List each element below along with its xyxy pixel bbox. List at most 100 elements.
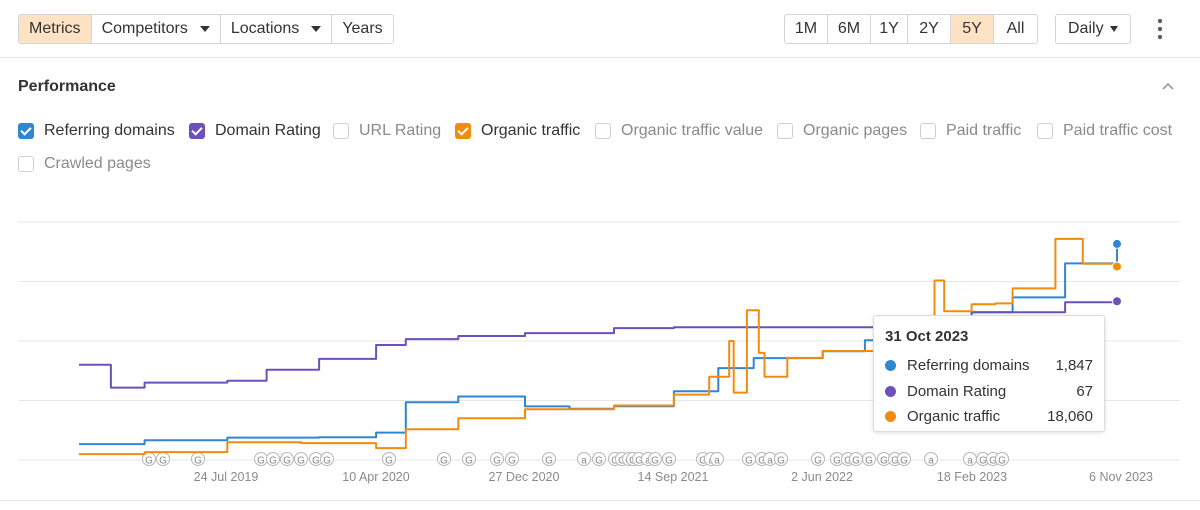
annotation-marker-icon — [662, 452, 676, 466]
annotation-marker-label: a — [645, 456, 651, 467]
toolbar: Metrics Competitors Locations Years 1M 6… — [0, 0, 1200, 58]
kebab-menu-icon[interactable] — [1154, 19, 1166, 39]
annotation-marker-label: G — [297, 456, 305, 467]
range-5y-button[interactable]: 5Y — [951, 15, 994, 43]
chart-tooltip: 31 Oct 2023 Referring domains 1,847 Doma… — [873, 315, 1105, 432]
series-dot-icon — [885, 385, 896, 397]
checkbox-unchecked[interactable] — [1037, 123, 1053, 139]
locations-dropdown[interactable]: Locations — [221, 15, 333, 43]
annotation-marker-label: G — [833, 456, 841, 467]
annotation-marker-label: G — [493, 456, 501, 467]
legend-label: URL Rating — [359, 122, 442, 139]
series-dot-icon — [885, 360, 896, 372]
legend-paid-traffic-cost[interactable]: Paid traffic cost — [1037, 122, 1172, 140]
annotation-marker-label: G — [891, 456, 899, 467]
tooltip-series-name: Domain Rating — [907, 382, 1007, 400]
range-all-button[interactable]: All — [1006, 20, 1025, 37]
annotation-marker-icon — [577, 452, 591, 466]
legend-organic-traffic-value[interactable]: Organic traffic value — [595, 122, 763, 140]
tab-label: Years — [342, 20, 383, 37]
annotation-marker-label: G — [665, 456, 673, 467]
range-1m-button[interactable]: 1M — [785, 15, 828, 43]
annotation-marker-label: a — [967, 456, 973, 467]
annotation-marker-label: G — [257, 456, 265, 467]
annotation-marker-label: G — [989, 456, 997, 467]
annotation-marker-label: G — [865, 456, 873, 467]
range-selector: 1M 6M 1Y 2Y 5Y All — [784, 14, 1038, 44]
legend-organic-pages[interactable]: Organic pages — [777, 122, 907, 140]
annotation-marker-icon — [382, 452, 396, 466]
checkbox-unchecked[interactable] — [595, 123, 611, 139]
x-tick-label: 6 Nov 2023 — [1089, 470, 1153, 484]
annotation-marker-icon — [490, 452, 504, 466]
annotation-marker-label: G — [611, 456, 619, 467]
tooltip-row-domain-rating: Domain Rating 67 — [885, 379, 1093, 405]
annotation-marker-icon — [774, 452, 788, 466]
checkbox-checked[interactable] — [455, 123, 471, 139]
performance-chart[interactable]: GGGGGGGGGGGGGGGaGGGGGGaGGGaaGGaGGGGGGGGG… — [0, 200, 1200, 495]
tab-label: Competitors — [101, 20, 188, 37]
legend-referring-domains[interactable]: Referring domains — [18, 122, 175, 140]
annotation-marker-icon — [648, 452, 662, 466]
checkbox-unchecked[interactable] — [18, 156, 34, 172]
annotation-marker-label: G — [651, 456, 659, 467]
legend-label: Paid traffic — [946, 122, 1022, 139]
tab-metrics[interactable]: Metrics — [19, 15, 92, 43]
series-dot-icon — [885, 411, 896, 423]
annotation-marker-icon — [320, 452, 334, 466]
range-2y-button[interactable]: 2Y — [908, 15, 951, 43]
annotation-marker-label: G — [283, 456, 291, 467]
x-tick-label: 10 Apr 2020 — [342, 470, 409, 484]
annotation-marker-label: G — [595, 456, 603, 467]
view-tabs: Metrics Competitors Locations Years — [18, 14, 394, 44]
legend-url-rating[interactable]: URL Rating — [333, 122, 441, 140]
caret-down-icon — [199, 26, 210, 32]
checkbox-checked[interactable] — [189, 123, 205, 139]
annotation-marker-icon — [462, 452, 476, 466]
checkbox-checked[interactable] — [18, 123, 34, 139]
annotation-marker-icon — [811, 452, 825, 466]
competitors-dropdown[interactable]: Competitors — [92, 15, 221, 43]
caret-down-icon — [1109, 26, 1118, 32]
checkbox-unchecked[interactable] — [920, 123, 936, 139]
annotation-marker-icon — [542, 452, 556, 466]
legend-label: Domain Rating — [215, 122, 321, 139]
checkbox-unchecked[interactable] — [777, 123, 793, 139]
tooltip-row-organic-traffic: Organic traffic 18,060 — [885, 404, 1093, 430]
tab-years[interactable]: Years — [332, 15, 392, 43]
legend-label: Organic traffic — [481, 122, 581, 139]
annotation-marker-label: G — [145, 456, 153, 467]
interval-label: Daily — [1068, 20, 1104, 37]
range-6m-button[interactable]: 6M — [828, 15, 871, 43]
annotation-marker-label: G — [385, 456, 393, 467]
annotation-marker-label: G — [852, 456, 860, 467]
legend-paid-traffic[interactable]: Paid traffic — [920, 122, 1021, 140]
legend-label: Crawled pages — [44, 155, 151, 172]
range-1y-button[interactable]: 1Y — [871, 15, 908, 43]
legend-domain-rating[interactable]: Domain Rating — [189, 122, 321, 140]
tooltip-series-value: 18,060 — [1047, 408, 1093, 426]
legend-crawled-pages[interactable]: Crawled pages — [18, 155, 151, 173]
x-tick-label: 18 Feb 2023 — [937, 470, 1007, 484]
interval-dropdown[interactable]: Daily — [1055, 14, 1131, 44]
annotation-marker-label: G — [635, 456, 643, 467]
annotation-marker-label: G — [312, 456, 320, 467]
checkbox-unchecked[interactable] — [333, 123, 349, 139]
series-endpoint — [1112, 261, 1122, 272]
tooltip-series-value: 67 — [1076, 382, 1093, 400]
annotation-marker-icon — [280, 452, 294, 466]
tab-label: Metrics — [29, 20, 81, 37]
series-endpoint — [1112, 238, 1122, 249]
tab-label: Locations — [230, 20, 300, 37]
series-endpoint — [1112, 296, 1122, 307]
caret-down-icon — [311, 26, 322, 32]
series-line — [79, 237, 1118, 456]
annotation-marker-label: G — [159, 456, 167, 467]
annotation-marker-label: G — [545, 456, 553, 467]
annotation-marker-label: G — [508, 456, 516, 467]
annotation-marker-label: G — [465, 456, 473, 467]
legend-organic-traffic[interactable]: Organic traffic — [455, 122, 580, 140]
chevron-up-icon[interactable] — [1162, 82, 1174, 90]
annotation-marker-label: G — [269, 456, 277, 467]
panel-bottom-border — [0, 500, 1200, 501]
